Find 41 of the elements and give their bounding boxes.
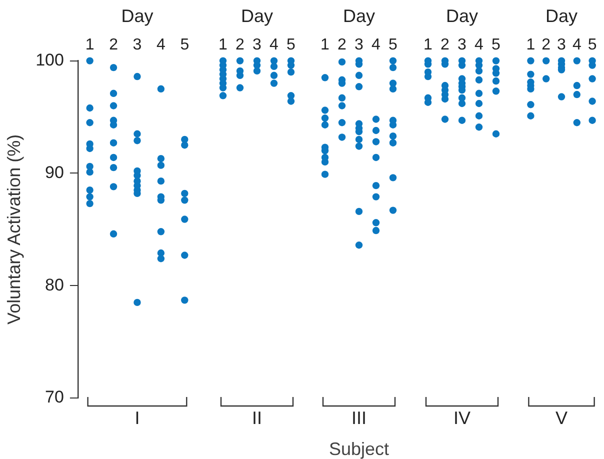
x-axis-title: Day — [240, 6, 274, 26]
text: I — [134, 408, 140, 428]
x-tick-label: 3 — [557, 36, 566, 54]
x-tick-label: 1 — [526, 36, 536, 54]
text: Subject — [328, 439, 390, 459]
x-tick-label: 1 — [320, 36, 330, 54]
text: III — [351, 408, 367, 428]
x-tick-label: 3 — [252, 36, 262, 54]
x-tick-label: 4 — [156, 36, 166, 54]
x-axis-title: Day — [121, 6, 154, 26]
y-tick-label: 100 — [36, 50, 64, 70]
x-tick-label: 4 — [572, 36, 582, 54]
text: IV — [453, 408, 471, 428]
x-axis-title: Day — [545, 6, 578, 26]
y-tick-label: 70 — [45, 388, 64, 407]
text: II — [252, 408, 262, 428]
x-tick-label: 4 — [270, 36, 279, 54]
text: V — [555, 408, 568, 428]
x-tick-label: 1 — [424, 36, 433, 54]
x-tick-label: 1 — [85, 36, 94, 54]
y-tick-label: 90 — [45, 162, 64, 182]
x-tick-label: 5 — [286, 36, 296, 54]
y-tick-label: 80 — [45, 275, 64, 294]
x-tick-label: 5 — [388, 36, 398, 54]
x-axis-title: Day — [446, 6, 478, 26]
x-tick-label: 2 — [109, 36, 118, 54]
y-axis-title: Voluntary Activation (%) — [4, 134, 24, 324]
x-tick-label: 3 — [458, 36, 467, 54]
x-tick-label: 2 — [338, 36, 347, 54]
x-tick-label: 4 — [474, 36, 484, 54]
x-axis-title: Day — [342, 6, 376, 26]
x-tick-label: 5 — [588, 36, 597, 54]
x-tick-label: 3 — [354, 36, 364, 54]
x-tick-label: 2 — [236, 36, 245, 54]
x-tick-label: 3 — [132, 36, 142, 54]
x-tick-label: 5 — [180, 36, 190, 54]
x-tick-label: 5 — [492, 36, 501, 54]
x-tick-label: 1 — [218, 36, 228, 54]
x-tick-label: 4 — [372, 36, 381, 54]
x-tick-label: 2 — [542, 36, 551, 54]
x-tick-label: 2 — [440, 36, 450, 54]
